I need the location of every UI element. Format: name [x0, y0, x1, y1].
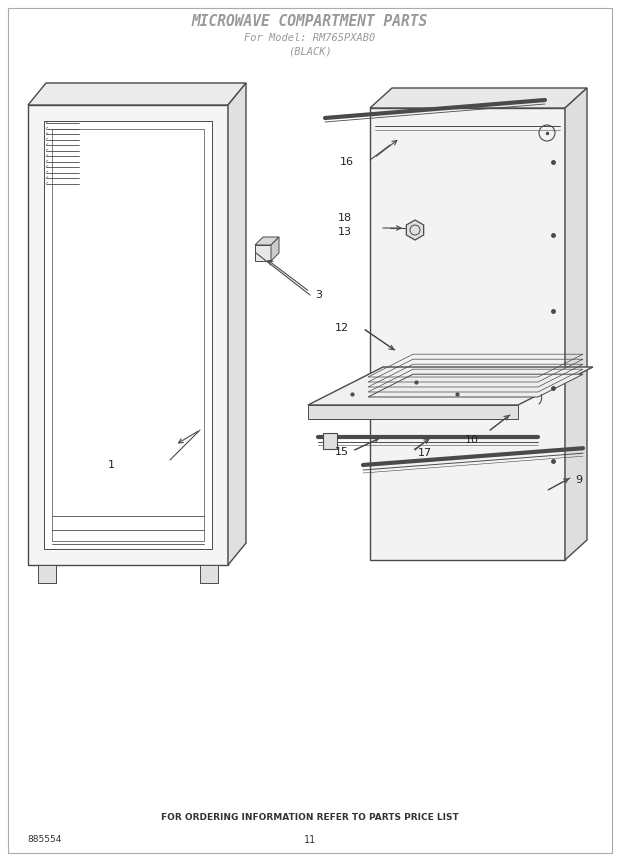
Text: MICROWAVE COMPARTMENT PARTS: MICROWAVE COMPARTMENT PARTS: [192, 15, 428, 29]
Polygon shape: [368, 375, 583, 397]
Polygon shape: [28, 83, 246, 105]
Polygon shape: [28, 105, 228, 565]
Text: 11: 11: [304, 835, 316, 845]
Text: 9: 9: [575, 475, 582, 485]
Text: FOR ORDERING INFORMATION REFER TO PARTS PRICE LIST: FOR ORDERING INFORMATION REFER TO PARTS …: [161, 814, 459, 822]
Polygon shape: [370, 108, 565, 560]
Text: 12: 12: [335, 323, 349, 333]
Text: 10: 10: [465, 435, 479, 445]
Polygon shape: [370, 88, 587, 108]
Text: 15: 15: [335, 447, 349, 457]
Text: 18: 18: [338, 213, 352, 223]
Polygon shape: [44, 121, 212, 549]
Text: 3: 3: [315, 290, 322, 300]
Polygon shape: [565, 88, 587, 560]
Polygon shape: [38, 565, 56, 583]
Polygon shape: [271, 237, 279, 261]
Polygon shape: [200, 565, 218, 583]
Text: (BLACK): (BLACK): [288, 47, 332, 57]
Text: 17: 17: [418, 448, 432, 458]
Text: For Model: RM765PXAB0: For Model: RM765PXAB0: [244, 33, 376, 43]
Polygon shape: [255, 245, 271, 261]
Polygon shape: [308, 405, 518, 419]
Polygon shape: [406, 220, 423, 240]
Polygon shape: [323, 433, 337, 449]
Text: 16: 16: [340, 157, 354, 167]
Text: 1: 1: [108, 460, 115, 470]
Polygon shape: [228, 83, 246, 565]
Polygon shape: [255, 237, 279, 245]
Text: 13: 13: [338, 227, 352, 237]
Polygon shape: [308, 367, 593, 405]
Text: 885554: 885554: [28, 835, 62, 845]
